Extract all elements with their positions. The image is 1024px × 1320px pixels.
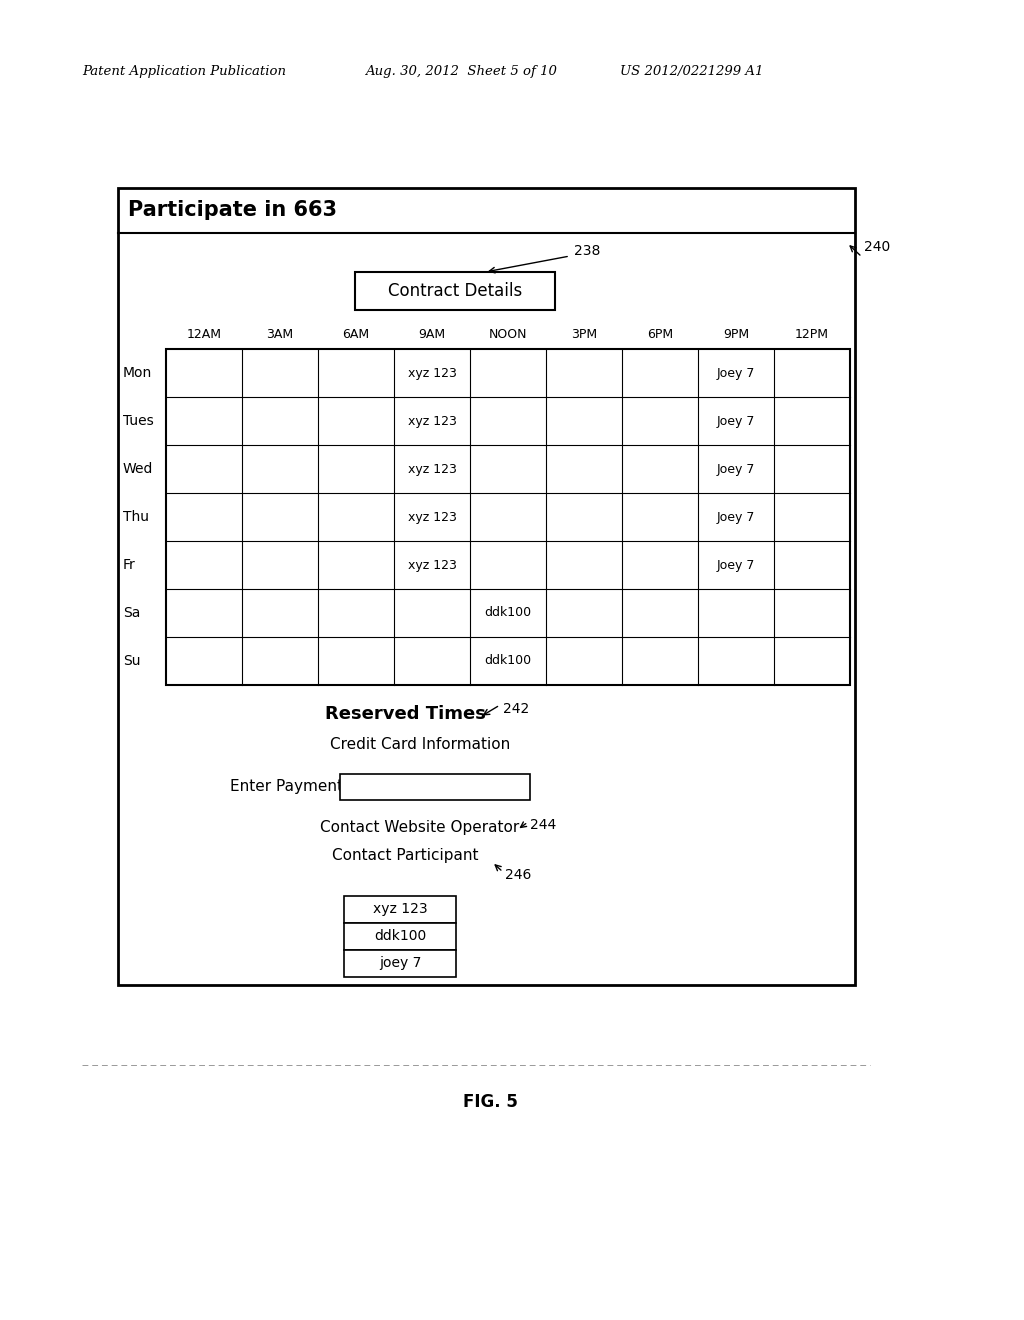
Text: 240: 240 (864, 240, 890, 253)
Bar (355, 272, 555, 310)
Text: xyz 123: xyz 123 (408, 367, 457, 380)
Text: 246: 246 (505, 869, 531, 882)
Text: US 2012/0221299 A1: US 2012/0221299 A1 (620, 66, 763, 78)
Text: Joey 7: Joey 7 (717, 558, 755, 572)
Text: xyz 123: xyz 123 (408, 558, 457, 572)
Text: NOON: NOON (488, 329, 527, 342)
Text: xyz 123: xyz 123 (408, 511, 457, 524)
Text: Tues: Tues (123, 414, 154, 428)
Text: 9PM: 9PM (723, 329, 750, 342)
Bar (166, 348, 850, 685)
Text: 6PM: 6PM (647, 329, 673, 342)
Text: xyz 123: xyz 123 (373, 903, 427, 916)
Text: ddk100: ddk100 (484, 655, 531, 668)
Bar (344, 923, 456, 950)
Text: Joey 7: Joey 7 (717, 511, 755, 524)
Text: xyz 123: xyz 123 (408, 462, 457, 475)
Bar (344, 896, 456, 923)
Bar (118, 187, 855, 985)
Text: xyz 123: xyz 123 (408, 414, 457, 428)
Text: 3AM: 3AM (266, 329, 294, 342)
Text: Joey 7: Joey 7 (717, 462, 755, 475)
Text: ddk100: ddk100 (374, 929, 426, 944)
Text: 242: 242 (503, 702, 529, 715)
Text: Thu: Thu (123, 510, 150, 524)
Text: Contact Participant: Contact Participant (332, 847, 478, 863)
Text: 9AM: 9AM (419, 329, 445, 342)
Text: Patent Application Publication: Patent Application Publication (82, 66, 286, 78)
Text: Participate in 663: Participate in 663 (128, 201, 337, 220)
Text: Wed: Wed (123, 462, 154, 477)
Bar (340, 774, 530, 800)
Text: 6AM: 6AM (342, 329, 370, 342)
Text: Credit Card Information: Credit Card Information (330, 737, 510, 752)
Text: Joey 7: Joey 7 (717, 367, 755, 380)
Text: 238: 238 (574, 244, 600, 257)
Text: Reserved Times: Reserved Times (325, 705, 485, 723)
Text: Mon: Mon (123, 366, 153, 380)
Text: ddk100: ddk100 (484, 606, 531, 619)
Text: Sa: Sa (123, 606, 140, 620)
Text: 12PM: 12PM (795, 329, 829, 342)
Text: Aug. 30, 2012  Sheet 5 of 10: Aug. 30, 2012 Sheet 5 of 10 (365, 66, 557, 78)
Text: 12AM: 12AM (186, 329, 221, 342)
Text: Contact Website Operator: Contact Website Operator (321, 820, 519, 836)
Text: Joey 7: Joey 7 (717, 414, 755, 428)
Text: FIG. 5: FIG. 5 (463, 1093, 517, 1111)
Text: Enter Payment: Enter Payment (230, 779, 343, 793)
Text: 3PM: 3PM (571, 329, 597, 342)
Text: Su: Su (123, 653, 140, 668)
Bar (344, 950, 456, 977)
Text: Fr: Fr (123, 558, 136, 572)
Text: joey 7: joey 7 (379, 957, 421, 970)
Text: 244: 244 (530, 818, 556, 832)
Text: Contract Details: Contract Details (388, 282, 522, 300)
